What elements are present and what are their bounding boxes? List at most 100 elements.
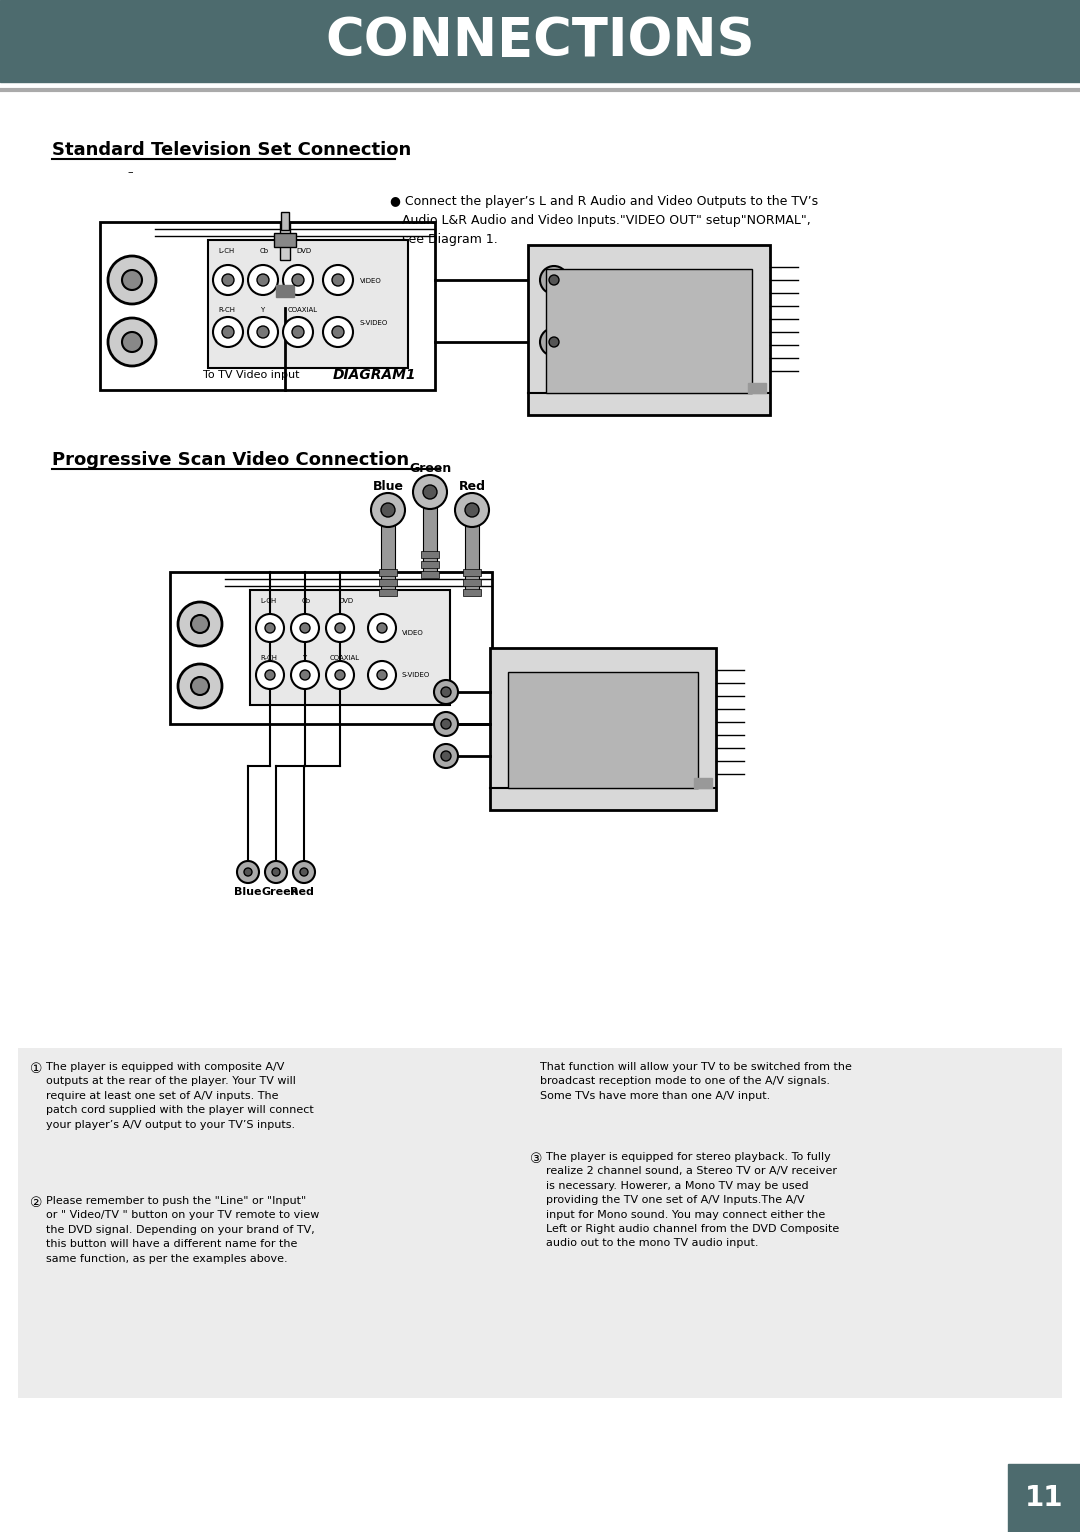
Text: CONNECTIONS: CONNECTIONS — [325, 15, 755, 67]
Text: That function will allow your TV to be switched from the
broadcast reception mod: That function will allow your TV to be s… — [540, 1062, 852, 1102]
Circle shape — [300, 869, 308, 876]
Circle shape — [178, 602, 222, 647]
Text: S-VIDEO: S-VIDEO — [360, 320, 388, 326]
Circle shape — [265, 669, 275, 680]
Circle shape — [191, 614, 210, 633]
Circle shape — [293, 861, 315, 882]
Text: L-CH: L-CH — [218, 248, 234, 254]
Circle shape — [540, 328, 568, 355]
Circle shape — [248, 317, 278, 348]
Text: DVD: DVD — [338, 597, 353, 604]
Bar — [100, 222, 435, 391]
Text: VIDEO: VIDEO — [360, 277, 381, 283]
Text: Please remember to push the "Line" or "Input"
or " Video/TV " button on your TV : Please remember to push the "Line" or "I… — [46, 1196, 320, 1264]
Text: VIDEO: VIDEO — [402, 630, 423, 636]
Text: ①: ① — [30, 1062, 42, 1075]
Bar — [276, 285, 294, 297]
Bar — [281, 211, 289, 230]
Circle shape — [441, 686, 451, 697]
Text: Standard Television Set Connection: Standard Television Set Connection — [52, 141, 411, 159]
Text: R-CH: R-CH — [260, 656, 276, 660]
Circle shape — [413, 475, 447, 509]
Circle shape — [257, 326, 269, 339]
Bar — [508, 673, 698, 787]
Circle shape — [283, 265, 313, 296]
Text: –: – — [127, 167, 133, 178]
Bar — [249, 590, 450, 705]
Text: ● Connect the player’s L and R Audio and Video Outputs to the TV’s
   Audio L&R : ● Connect the player’s L and R Audio and… — [390, 195, 819, 247]
Bar — [379, 579, 397, 587]
Circle shape — [237, 861, 259, 882]
Circle shape — [248, 265, 278, 296]
Circle shape — [465, 502, 480, 516]
Circle shape — [326, 660, 354, 689]
Text: L-CH: L-CH — [260, 597, 276, 604]
Text: Green: Green — [409, 461, 451, 475]
Bar — [423, 495, 437, 578]
Circle shape — [122, 332, 141, 352]
Circle shape — [326, 614, 354, 642]
Text: The player is equipped for stereo playback. To fully
realize 2 channel sound, a : The player is equipped for stereo playba… — [546, 1152, 839, 1249]
Bar — [280, 222, 291, 260]
Circle shape — [455, 493, 489, 527]
Circle shape — [323, 265, 353, 296]
Text: COAXIAL: COAXIAL — [330, 656, 360, 660]
Circle shape — [265, 861, 287, 882]
Bar — [421, 561, 438, 568]
Circle shape — [332, 274, 345, 286]
Circle shape — [434, 712, 458, 735]
Text: COAXIAL: COAXIAL — [288, 306, 319, 313]
Circle shape — [256, 614, 284, 642]
Bar — [463, 568, 481, 576]
Text: Y: Y — [302, 656, 307, 660]
Circle shape — [372, 493, 405, 527]
Circle shape — [256, 660, 284, 689]
Circle shape — [381, 502, 395, 516]
Circle shape — [213, 317, 243, 348]
Bar — [170, 571, 492, 725]
Circle shape — [441, 719, 451, 729]
Circle shape — [213, 265, 243, 296]
Circle shape — [423, 486, 437, 499]
Bar — [381, 513, 395, 594]
Circle shape — [244, 869, 252, 876]
Text: ②: ② — [30, 1196, 42, 1210]
Circle shape — [283, 317, 313, 348]
Bar — [490, 648, 716, 810]
Circle shape — [222, 274, 234, 286]
Circle shape — [265, 624, 275, 633]
Circle shape — [291, 614, 319, 642]
Text: Progressive Scan Video Connection: Progressive Scan Video Connection — [52, 450, 409, 469]
Circle shape — [434, 745, 458, 768]
Circle shape — [323, 317, 353, 348]
Text: Blue: Blue — [234, 887, 261, 898]
Circle shape — [434, 680, 458, 705]
Bar — [546, 270, 752, 394]
Bar — [748, 383, 766, 394]
Circle shape — [368, 614, 396, 642]
Text: To TV Video input: To TV Video input — [203, 371, 299, 380]
Circle shape — [332, 326, 345, 339]
Circle shape — [292, 326, 303, 339]
Text: DVD: DVD — [296, 248, 311, 254]
Bar — [18, 1048, 1062, 1399]
Circle shape — [222, 326, 234, 339]
Text: Red: Red — [291, 887, 314, 898]
Bar — [379, 568, 397, 576]
Circle shape — [368, 660, 396, 689]
Bar — [465, 513, 480, 594]
Text: 11: 11 — [1025, 1485, 1063, 1512]
Circle shape — [272, 869, 280, 876]
Circle shape — [292, 274, 303, 286]
Bar — [421, 552, 438, 558]
Bar — [528, 245, 770, 415]
Bar — [1008, 1465, 1080, 1532]
Text: ③: ③ — [530, 1152, 542, 1166]
Text: R-CH: R-CH — [218, 306, 235, 313]
Text: Cb: Cb — [302, 597, 311, 604]
Circle shape — [108, 319, 156, 366]
Circle shape — [335, 624, 345, 633]
Bar — [208, 241, 408, 368]
Circle shape — [108, 256, 156, 303]
Circle shape — [377, 669, 387, 680]
